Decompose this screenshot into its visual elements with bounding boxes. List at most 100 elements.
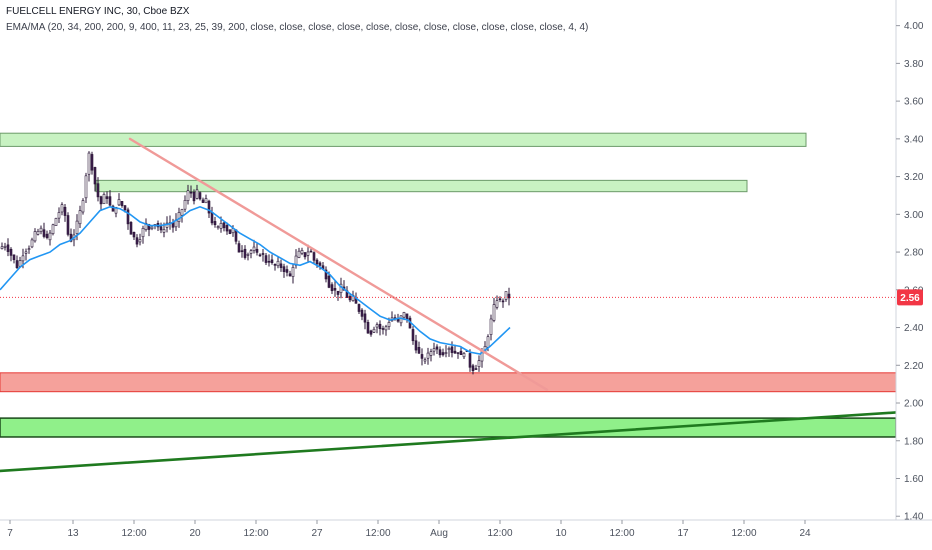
last-price-badge[interactable] <box>897 289 923 306</box>
candle-down <box>159 226 163 231</box>
candle-down <box>66 215 70 235</box>
candle-up <box>429 351 433 356</box>
candle-down <box>282 266 286 272</box>
candle-down <box>207 200 211 214</box>
candle-down <box>129 222 133 235</box>
trendlines-layer <box>0 137 898 473</box>
candle-down <box>6 244 10 252</box>
candle-down <box>222 222 226 229</box>
time-tick-label: 12:00 <box>243 528 268 539</box>
time-tick-label: 12:00 <box>731 528 756 539</box>
candle-up <box>27 248 31 251</box>
candle-down <box>435 346 439 350</box>
time-tick-label: Aug <box>430 528 448 539</box>
candle-down <box>414 340 418 351</box>
candle-down <box>105 196 109 199</box>
candle-down <box>261 253 265 255</box>
candle-up <box>21 255 25 262</box>
candle-down <box>381 328 385 330</box>
candle-up <box>426 352 430 359</box>
indicator-label[interactable]: EMA/MA (20, 34, 200, 200, 9, 400, 11, 23… <box>6 22 589 33</box>
candle-down <box>312 252 316 261</box>
candle-up <box>387 322 391 327</box>
price-tick-label: 1.40 <box>904 512 924 523</box>
candle-down <box>258 254 262 257</box>
price-tick-label: 3.40 <box>904 134 924 145</box>
candle-up <box>87 152 91 175</box>
candle-down <box>450 346 454 353</box>
candle-down <box>228 229 232 234</box>
candle-up <box>48 232 52 241</box>
candle-down <box>111 205 115 212</box>
candle-down <box>99 196 103 205</box>
uptrend-line[interactable] <box>0 411 898 473</box>
candle-up <box>0 246 4 249</box>
candle-down <box>132 231 136 238</box>
candle-down <box>330 284 334 292</box>
candle-up <box>78 210 82 225</box>
candle-up <box>81 200 85 213</box>
x-axis[interactable]: 7 13 12:00 20 12:00 27 12:00 Aug 12:00 10 12:00 17 1… <box>0 519 932 539</box>
candle-down <box>441 352 445 356</box>
candle-down <box>279 263 283 268</box>
candle-up <box>60 204 64 213</box>
candle-down <box>309 250 313 253</box>
candle-down <box>108 196 112 206</box>
candle-down <box>471 365 475 372</box>
time-tick-label: 12:00 <box>487 528 512 539</box>
candle-up <box>246 254 250 256</box>
candle-up <box>30 239 34 248</box>
chart-title[interactable]: FUELCELL ENERGY INC, 30, Cboe BZX <box>6 6 190 17</box>
candle-down <box>285 269 289 273</box>
candle-up <box>144 222 148 230</box>
candle-down <box>237 243 241 253</box>
candle-up <box>306 251 310 256</box>
candle-up <box>204 198 208 204</box>
candle-up <box>219 222 223 229</box>
candle-up <box>297 250 301 258</box>
candle-down <box>468 353 472 368</box>
candle-down <box>267 260 271 263</box>
candle-down <box>315 259 319 265</box>
candle-up <box>180 209 184 216</box>
downtrend-line[interactable] <box>128 137 549 392</box>
candle-up <box>489 318 493 335</box>
candle-up <box>54 218 58 226</box>
time-tick-label: 12:00 <box>609 528 634 539</box>
candle-up <box>402 312 406 318</box>
candle-down <box>201 199 205 203</box>
candle-up <box>252 246 256 251</box>
candle-up <box>375 324 379 328</box>
y-axis[interactable]: 4.003.803.603.403.203.002.802.602.402.20… <box>895 0 932 550</box>
candle-down <box>96 183 100 198</box>
candle-down <box>360 309 364 317</box>
price-axis-panel <box>896 0 932 550</box>
candle-down <box>417 347 421 354</box>
candle-down <box>15 260 19 269</box>
candle-down <box>120 201 124 206</box>
candle-down <box>198 192 202 200</box>
green-zone-light-rect <box>0 132 807 147</box>
candle-down <box>240 250 244 252</box>
candle-up <box>3 245 7 248</box>
time-tick-label: 27 <box>311 528 323 539</box>
candle-up <box>384 326 388 331</box>
time-tick-label: 17 <box>677 528 689 539</box>
candle-down <box>318 262 322 266</box>
candle-up <box>18 260 22 267</box>
candle-up <box>486 336 490 348</box>
candle-down <box>363 313 367 323</box>
candle-down <box>126 209 130 225</box>
candle-down <box>411 329 415 342</box>
candle-down <box>459 350 463 355</box>
candle-down <box>93 167 97 185</box>
candle-up <box>216 226 220 228</box>
candle-down <box>213 221 217 226</box>
candle-down <box>378 323 382 330</box>
ema-line <box>0 205 511 355</box>
candle-down <box>123 205 127 211</box>
price-tick-label: 3.20 <box>904 172 924 183</box>
time-tick-label: 13 <box>67 528 79 539</box>
candle-up <box>291 267 295 277</box>
